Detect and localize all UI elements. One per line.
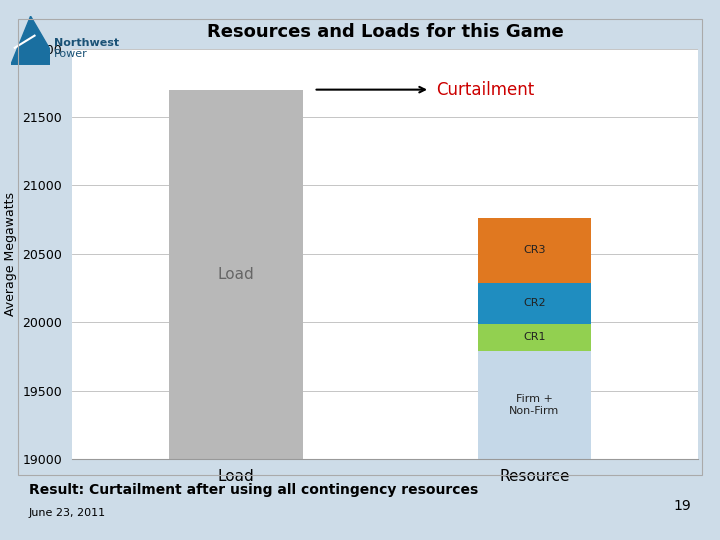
Bar: [169, 90, 303, 459]
Title: Resources and Loads for this Game: Resources and Loads for this Game: [207, 23, 564, 42]
Text: Result: Curtailment after using all contingency resources: Result: Curtailment after using all cont…: [29, 483, 478, 497]
Text: Load: Load: [217, 267, 254, 282]
Text: June 23, 2011: June 23, 2011: [29, 508, 106, 518]
Text: Power: Power: [54, 49, 88, 59]
Text: Firm +
Non-Firm: Firm + Non-Firm: [509, 394, 559, 416]
Bar: [477, 218, 591, 282]
Text: 19: 19: [673, 500, 691, 514]
Bar: [477, 323, 591, 351]
Text: CR2: CR2: [523, 298, 546, 308]
Text: CR1: CR1: [523, 332, 546, 342]
Bar: [477, 351, 591, 459]
Text: Northwest: Northwest: [54, 38, 119, 48]
Text: CR3: CR3: [523, 245, 546, 255]
Y-axis label: Average Megawatts: Average Megawatts: [4, 192, 17, 316]
Polygon shape: [11, 16, 50, 65]
Text: Curtailment: Curtailment: [436, 80, 534, 99]
Bar: [477, 282, 591, 323]
